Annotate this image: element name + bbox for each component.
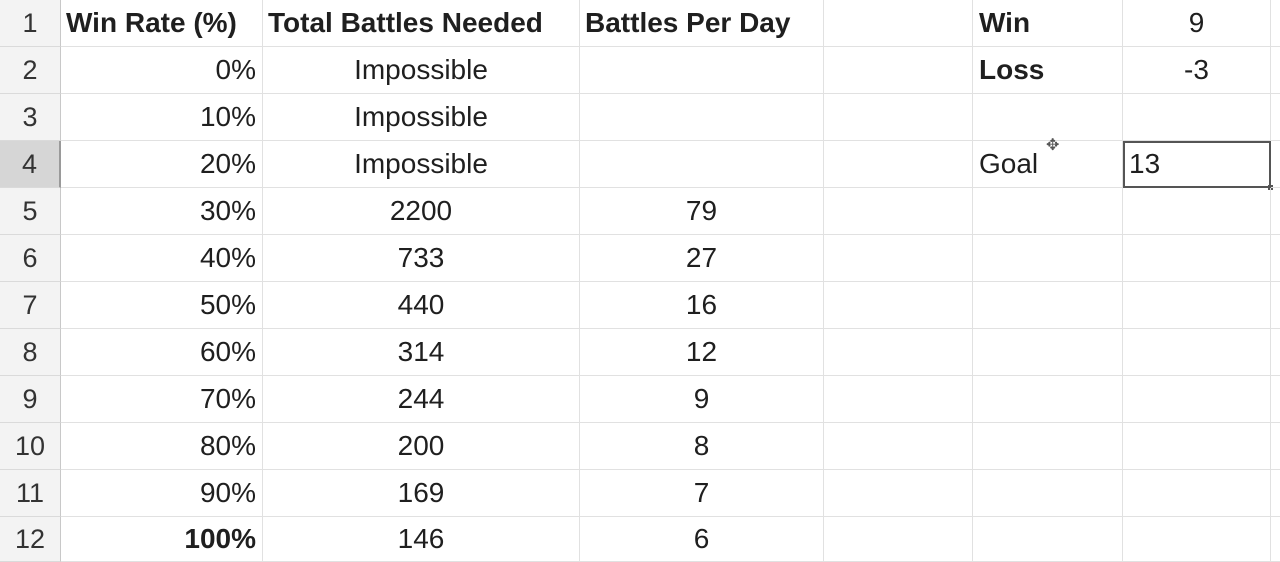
cell-f10[interactable] — [973, 423, 1123, 470]
battles-per-day-cell[interactable]: 7 — [580, 470, 824, 517]
win-rate-cell[interactable]: 40% — [61, 235, 263, 282]
battles-per-day-cell[interactable]: 12 — [580, 329, 824, 376]
cell-f11[interactable] — [973, 470, 1123, 517]
win-rate-cell[interactable]: 0% — [61, 47, 263, 94]
battles-per-day-cell[interactable]: 16 — [580, 282, 824, 329]
win-rate-cell[interactable]: 70% — [61, 376, 263, 423]
cell-g6[interactable] — [1123, 235, 1271, 282]
row-header-6[interactable]: 6 — [0, 235, 61, 282]
total-battles-cell[interactable]: Impossible — [263, 47, 580, 94]
win-rate-cell[interactable]: 100% — [61, 517, 263, 562]
win-rate-cell[interactable]: 20% — [61, 141, 263, 188]
total-battles-cell[interactable]: Impossible — [263, 141, 580, 188]
cell-g12[interactable] — [1123, 517, 1271, 562]
row-header-10[interactable]: 10 — [0, 423, 61, 470]
header-win-rate[interactable]: Win Rate (%) — [61, 0, 263, 47]
row-header-8[interactable]: 8 — [0, 329, 61, 376]
cell-e4[interactable] — [824, 141, 973, 188]
cell-g7[interactable] — [1123, 282, 1271, 329]
total-battles-cell[interactable]: Impossible — [263, 94, 580, 141]
cell-e8[interactable] — [824, 329, 973, 376]
cell-h12[interactable] — [1271, 517, 1280, 562]
total-battles-cell[interactable]: 2200 — [263, 188, 580, 235]
cell-h4[interactable] — [1271, 141, 1280, 188]
cell-e6[interactable] — [824, 235, 973, 282]
cell-e5[interactable] — [824, 188, 973, 235]
row-header-9[interactable]: 9 — [0, 376, 61, 423]
cell-f7[interactable] — [973, 282, 1123, 329]
cell-f8[interactable] — [973, 329, 1123, 376]
cell-e3[interactable] — [824, 94, 973, 141]
cell-e7[interactable] — [824, 282, 973, 329]
win-rate-cell[interactable]: 90% — [61, 470, 263, 517]
row-header-3[interactable]: 3 — [0, 94, 61, 141]
battles-per-day-cell[interactable]: 6 — [580, 517, 824, 562]
cell-cursor-plus-icon: ✥ — [1046, 137, 1060, 154]
goal-label[interactable]: Goal — [973, 141, 1123, 188]
cell-h2[interactable] — [1271, 47, 1280, 94]
total-battles-cell[interactable]: 200 — [263, 423, 580, 470]
cell-e1[interactable] — [824, 0, 973, 47]
cell-g10[interactable] — [1123, 423, 1271, 470]
cell-g11[interactable] — [1123, 470, 1271, 517]
cell-f3[interactable] — [973, 94, 1123, 141]
cell-e10[interactable] — [824, 423, 973, 470]
cell-f5[interactable] — [973, 188, 1123, 235]
cell-g9[interactable] — [1123, 376, 1271, 423]
battles-per-day-cell[interactable]: 27 — [580, 235, 824, 282]
win-rate-cell[interactable]: 80% — [61, 423, 263, 470]
cell-h3[interactable] — [1271, 94, 1280, 141]
cell-h9[interactable] — [1271, 376, 1280, 423]
cell-h1[interactable] — [1271, 0, 1280, 47]
row-header-2[interactable]: 2 — [0, 47, 61, 94]
battles-per-day-cell[interactable] — [580, 47, 824, 94]
cell-f9[interactable] — [973, 376, 1123, 423]
cell-e9[interactable] — [824, 376, 973, 423]
row-header-1[interactable]: 1 — [0, 0, 61, 47]
total-battles-cell[interactable]: 733 — [263, 235, 580, 282]
row-header-4[interactable]: 4 — [0, 141, 61, 188]
row-header-11[interactable]: 11 — [0, 470, 61, 517]
win-rate-cell[interactable]: 30% — [61, 188, 263, 235]
cell-h11[interactable] — [1271, 470, 1280, 517]
total-battles-cell[interactable]: 244 — [263, 376, 580, 423]
header-total-battles[interactable]: Total Battles Needed — [263, 0, 580, 47]
cell-g8[interactable] — [1123, 329, 1271, 376]
total-battles-cell[interactable]: 440 — [263, 282, 580, 329]
cell-h6[interactable] — [1271, 235, 1280, 282]
cell-e2[interactable] — [824, 47, 973, 94]
battles-per-day-cell[interactable]: 8 — [580, 423, 824, 470]
win-rate-cell[interactable]: 50% — [61, 282, 263, 329]
total-battles-cell[interactable]: 314 — [263, 329, 580, 376]
cell-f12[interactable] — [973, 517, 1123, 562]
battles-per-day-cell[interactable]: 79 — [580, 188, 824, 235]
battles-per-day-cell[interactable] — [580, 94, 824, 141]
header-battles-per-day[interactable]: Battles Per Day — [580, 0, 824, 47]
cell-g3[interactable] — [1123, 94, 1271, 141]
win-rate-cell[interactable]: 60% — [61, 329, 263, 376]
row-header-12[interactable]: 12 — [0, 517, 61, 562]
cell-e12[interactable] — [824, 517, 973, 562]
cell-h5[interactable] — [1271, 188, 1280, 235]
battles-per-day-cell[interactable]: 9 — [580, 376, 824, 423]
cell-h7[interactable] — [1271, 282, 1280, 329]
battles-per-day-cell[interactable] — [580, 141, 824, 188]
total-battles-cell[interactable]: 169 — [263, 470, 580, 517]
cell-h10[interactable] — [1271, 423, 1280, 470]
cell-f6[interactable] — [973, 235, 1123, 282]
win-rate-cell[interactable]: 10% — [61, 94, 263, 141]
loss-value[interactable]: -3 — [1123, 47, 1271, 94]
cell-g5[interactable] — [1123, 188, 1271, 235]
loss-label[interactable]: Loss — [973, 47, 1123, 94]
win-value[interactable]: 9 — [1123, 0, 1271, 47]
row-header-5[interactable]: 5 — [0, 188, 61, 235]
total-battles-cell[interactable]: 146 — [263, 517, 580, 562]
cell-h8[interactable] — [1271, 329, 1280, 376]
row-header-7[interactable]: 7 — [0, 282, 61, 329]
win-label[interactable]: Win — [973, 0, 1123, 47]
goal-value-selected-cell[interactable]: 13 — [1123, 141, 1273, 190]
cell-e11[interactable] — [824, 470, 973, 517]
